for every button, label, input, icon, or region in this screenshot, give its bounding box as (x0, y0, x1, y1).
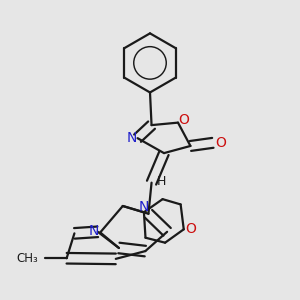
Text: H: H (157, 175, 166, 188)
Text: N: N (126, 130, 136, 145)
Text: N: N (139, 200, 149, 214)
Text: O: O (178, 113, 189, 127)
Text: O: O (185, 222, 196, 236)
Text: O: O (215, 136, 226, 150)
Text: CH₃: CH₃ (16, 252, 38, 265)
Text: N: N (88, 224, 99, 238)
